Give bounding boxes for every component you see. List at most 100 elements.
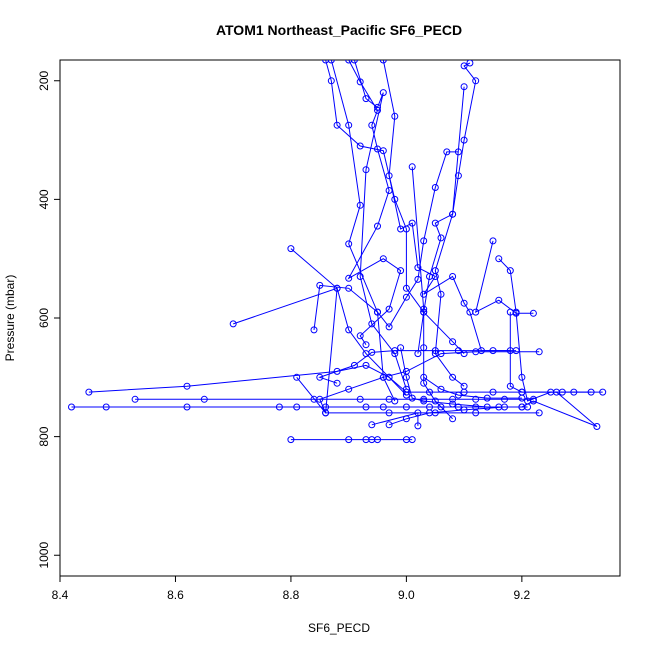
data-point	[408, 436, 416, 444]
data-point	[460, 62, 468, 70]
data-point	[501, 395, 508, 403]
data-point	[437, 403, 445, 411]
data-point	[449, 273, 457, 280]
data-point	[379, 89, 387, 97]
data-point	[368, 121, 376, 129]
data-point	[316, 395, 324, 403]
series-line	[434, 86, 465, 387]
data-point	[362, 166, 370, 174]
data-point	[229, 320, 237, 328]
data-point	[431, 350, 439, 358]
data-point	[368, 421, 376, 429]
x-axis-label: SF6_PECD	[308, 621, 370, 635]
data-point	[356, 395, 364, 403]
data-point	[408, 219, 416, 227]
data-point	[356, 201, 364, 209]
data-point	[420, 373, 428, 381]
data-point	[449, 415, 457, 423]
series-line	[400, 347, 488, 408]
data-point	[414, 409, 422, 417]
data-point	[420, 305, 428, 313]
data-point	[587, 388, 595, 396]
y-tick-label: 600	[37, 308, 51, 328]
data-point	[183, 382, 191, 390]
data-point	[102, 403, 110, 411]
data-point	[483, 394, 491, 402]
y-tick-label: 1000	[37, 542, 51, 569]
data-point	[431, 267, 439, 275]
data-point	[483, 403, 491, 411]
data-point	[316, 373, 324, 381]
data-point	[460, 83, 468, 91]
data-point	[385, 421, 393, 429]
data-point	[397, 267, 405, 275]
data-point	[385, 323, 393, 331]
data-point	[535, 348, 543, 356]
data-point	[368, 348, 376, 356]
data-point	[374, 145, 381, 153]
data-point	[431, 397, 439, 405]
series-line	[330, 60, 396, 402]
data-point	[287, 245, 295, 253]
series-line	[325, 60, 465, 354]
data-point	[379, 60, 387, 64]
data-point	[379, 403, 387, 411]
data-point	[449, 210, 457, 218]
data-point	[356, 332, 364, 340]
series-1	[68, 403, 526, 411]
data-point	[333, 121, 341, 129]
y-tick-label: 200	[37, 70, 51, 90]
data-point	[345, 284, 353, 292]
data-point	[518, 394, 526, 402]
data-point	[322, 60, 330, 64]
series-4	[229, 284, 410, 399]
data-point	[495, 255, 503, 263]
data-point	[345, 121, 353, 129]
data-point	[414, 350, 422, 358]
data-point	[506, 267, 514, 275]
data-point	[408, 394, 416, 402]
x-tick-label: 8.6	[167, 588, 184, 602]
x-tick-label: 8.4	[52, 588, 69, 602]
data-point	[356, 273, 364, 280]
data-point	[460, 382, 468, 390]
series-line	[371, 412, 419, 426]
y-tick-label: 400	[37, 189, 51, 209]
data-point	[131, 395, 139, 403]
data-point	[599, 388, 607, 396]
series-12	[379, 60, 514, 355]
series-line	[474, 240, 534, 314]
series-17	[472, 237, 537, 317]
series-14	[316, 347, 520, 387]
series-5	[287, 245, 543, 417]
data-point	[85, 388, 93, 396]
data-point	[322, 409, 330, 417]
data-point	[506, 382, 514, 390]
data-point	[345, 326, 353, 334]
data-point	[460, 136, 468, 144]
data-point	[362, 361, 370, 369]
data-point	[350, 361, 358, 369]
data-point	[345, 274, 353, 282]
data-point	[345, 385, 353, 393]
data-point	[350, 60, 358, 64]
data-point	[466, 60, 474, 67]
data-point	[183, 403, 191, 411]
data-point	[529, 309, 537, 317]
series-line	[498, 258, 592, 402]
data-point	[529, 397, 537, 405]
data-point	[414, 264, 422, 272]
y-axis-label: Pressure (mbar)	[3, 275, 17, 362]
data-point	[454, 347, 462, 355]
series-line	[313, 151, 459, 330]
data-point	[489, 388, 497, 396]
data-point	[385, 172, 393, 180]
data-point	[327, 77, 335, 85]
series-18	[495, 255, 595, 405]
series-22	[397, 344, 491, 411]
data-point	[420, 397, 428, 405]
series-line	[353, 60, 407, 390]
data-point	[402, 293, 410, 301]
series-line	[411, 166, 453, 420]
data-point	[437, 290, 445, 298]
